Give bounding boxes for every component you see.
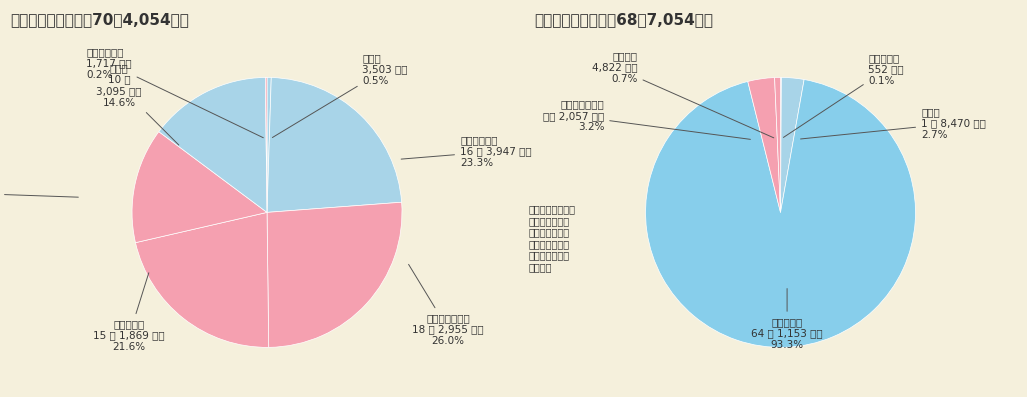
- Wedge shape: [132, 132, 267, 243]
- Wedge shape: [267, 77, 271, 212]
- Text: 繰越金
3,503 万円
0.5%: 繰越金 3,503 万円 0.5%: [272, 53, 408, 137]
- Text: 地域支援事業費
２億 2,057 万円
3.2%: 地域支援事業費 ２億 2,057 万円 3.2%: [543, 99, 751, 139]
- Wedge shape: [267, 77, 402, 212]
- Wedge shape: [265, 77, 267, 212]
- Text: 諸支出金
4,822 万円
0.7%: 諸支出金 4,822 万円 0.7%: [593, 51, 773, 138]
- Wedge shape: [748, 77, 781, 212]
- Text: 支払基金交付金
18 億 2,955 万円
26.0%: 支払基金交付金 18 億 2,955 万円 26.0%: [409, 264, 484, 346]
- Text: 【グラフ１】歳入　70億4,054万円: 【グラフ１】歳入 70億4,054万円: [10, 12, 189, 27]
- Wedge shape: [136, 212, 269, 347]
- Wedge shape: [781, 77, 804, 212]
- Wedge shape: [159, 77, 267, 212]
- Wedge shape: [774, 77, 781, 212]
- Text: 保険給付費
64 億 1,153 万円
93.3%: 保険給付費 64 億 1,153 万円 93.3%: [752, 289, 823, 350]
- Text: 県支出金
9億 6,968 万円
13.8%: 県支出金 9億 6,968 万円 13.8%: [0, 177, 78, 210]
- Text: 総務費
1 億 8,470 万円
2.7%: 総務費 1 億 8,470 万円 2.7%: [801, 107, 986, 140]
- Text: 第１号保険料
16 億 3,947 万円
23.3%: 第１号保険料 16 億 3,947 万円 23.3%: [402, 135, 532, 168]
- Text: ＊要介護認定を受
けていない人の
介護予防事業費
や地域包括支援
センターの運営
経費など: ＊要介護認定を受 けていない人の 介護予防事業費 や地域包括支援 センターの運営…: [529, 204, 576, 272]
- Wedge shape: [267, 202, 402, 347]
- Wedge shape: [646, 79, 915, 347]
- Text: 繰入金
10 億
3,095 万円
14.6%: 繰入金 10 億 3,095 万円 14.6%: [97, 63, 179, 145]
- Text: その他の歳入
1,717 万円
0.2%: その他の歳入 1,717 万円 0.2%: [86, 47, 263, 138]
- Text: 【グラフ２】歳出　68億7,054万円: 【グラフ２】歳出 68億7,054万円: [534, 12, 713, 27]
- Text: 基金積立金
552 万円
0.1%: 基金積立金 552 万円 0.1%: [784, 53, 904, 137]
- Text: 国庫支出金
15 億 1,869 万円
21.6%: 国庫支出金 15 億 1,869 万円 21.6%: [93, 273, 165, 352]
